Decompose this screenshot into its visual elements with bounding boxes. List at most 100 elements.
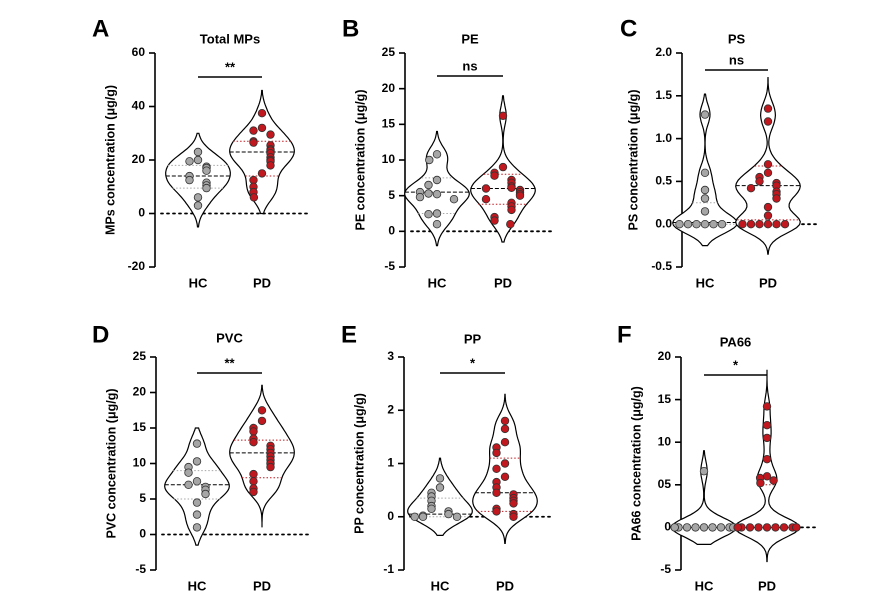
data-point-hc xyxy=(192,439,202,448)
data-point-pd xyxy=(733,523,742,532)
significance-label: ** xyxy=(225,59,236,74)
violin-hc xyxy=(407,457,473,537)
x-category-label: HC xyxy=(695,578,714,593)
y-tick-label: 10 xyxy=(382,152,396,166)
data-point-pd xyxy=(500,472,510,481)
x-category-label: PD xyxy=(253,578,271,593)
data-point-hc xyxy=(415,192,425,202)
data-point-hc xyxy=(717,219,727,229)
y-tick-label: 10 xyxy=(133,456,147,470)
data-point-pd xyxy=(762,421,772,430)
y-tick-label: 05 xyxy=(658,477,672,491)
data-point-pd xyxy=(771,523,780,532)
data-point-hc xyxy=(202,183,211,193)
data-point-hc xyxy=(193,147,203,157)
panel-title: PE xyxy=(461,31,479,46)
data-point-hc xyxy=(427,504,436,513)
data-point-pd xyxy=(498,162,508,172)
y-tick-label: 3 xyxy=(387,349,394,363)
data-point-hc xyxy=(683,219,693,229)
panel-f: F PA66 -5 0 05 10 15 20 PA66 concentration (μg/g… xyxy=(617,321,816,593)
data-point-hc xyxy=(675,219,684,229)
data-point-pd xyxy=(755,177,764,186)
data-point-pd xyxy=(763,104,773,113)
data-point-hc xyxy=(201,489,210,499)
y-tick-label: 15 xyxy=(133,420,147,434)
data-point-pd xyxy=(792,523,801,532)
x-category-label: PD xyxy=(759,275,777,290)
y-tick-label: 15 xyxy=(382,117,396,131)
data-point-pd xyxy=(500,416,510,426)
data-point-pd xyxy=(266,130,275,139)
y-tick-label: 25 xyxy=(133,349,147,363)
y-tick-label: -0.5 xyxy=(651,259,672,273)
data-point-hc xyxy=(424,209,433,219)
y-axis-label: PA66 concentration (μg/g) xyxy=(629,386,643,541)
y-tick-label: 40 xyxy=(132,99,146,113)
data-point-hc xyxy=(716,523,726,532)
y-tick-label: 5 xyxy=(139,491,146,505)
data-point-pd xyxy=(762,402,772,411)
data-point-pd xyxy=(249,427,258,436)
data-point-hc xyxy=(425,155,434,165)
data-point-hc xyxy=(192,498,202,507)
x-category-label: HC xyxy=(189,275,208,290)
y-tick-label: 10 xyxy=(658,434,672,448)
y-axis-label: PVC concentration (μg/g) xyxy=(104,388,118,538)
data-point-pd xyxy=(249,193,259,202)
data-point-pd xyxy=(769,476,778,485)
data-point-pd xyxy=(492,507,501,516)
panel-title: Total MPs xyxy=(200,31,260,46)
data-point-pd xyxy=(763,168,773,177)
data-point-pd xyxy=(772,194,781,203)
data-point-pd xyxy=(498,111,508,120)
panel-letter: D xyxy=(92,321,109,348)
data-point-pd xyxy=(492,448,501,458)
y-axis-label: MPs concentration (μg/g) xyxy=(103,85,117,235)
y-tick-label: 20 xyxy=(132,152,146,166)
y-axis-label: PS concentration (μg/g) xyxy=(626,90,640,231)
data-point-hc xyxy=(192,510,202,519)
data-point-pd xyxy=(780,219,790,229)
data-point-hc xyxy=(709,219,718,229)
data-point-hc xyxy=(202,166,211,175)
data-point-pd xyxy=(756,478,765,488)
y-tick-label: -5 xyxy=(384,259,395,273)
data-point-pd xyxy=(746,219,756,229)
data-point-pd xyxy=(500,424,510,434)
x-category-label: HC xyxy=(428,275,447,290)
y-axis-label: PE concentration (μg/g) xyxy=(353,90,367,231)
y-tick-label: 2 xyxy=(387,402,394,416)
violin-pd xyxy=(734,369,800,563)
panel-d: D PVC -5 0 5 10 15 20 25 PVC concentration (μg/g)… xyxy=(92,321,311,593)
panel-title: PVC xyxy=(216,330,243,345)
x-category-label: PD xyxy=(494,275,512,290)
y-tick-label: 15 xyxy=(658,392,672,406)
data-point-hc xyxy=(670,523,679,532)
data-point-hc xyxy=(708,523,717,532)
panel-letter: C xyxy=(620,15,637,42)
data-point-hc xyxy=(700,168,710,177)
data-point-pd xyxy=(763,219,773,229)
data-point-hc xyxy=(700,207,710,216)
data-point-hc xyxy=(449,194,459,204)
panel-letter: A xyxy=(92,15,109,42)
y-tick-label: 0 xyxy=(139,527,146,541)
data-point-hc xyxy=(435,474,445,483)
violin-hc xyxy=(671,450,737,546)
data-point-pd xyxy=(745,523,755,532)
data-point-pd xyxy=(249,138,258,147)
y-tick-label: 1 xyxy=(387,456,394,470)
x-category-label: HC xyxy=(188,578,207,593)
data-point-pd xyxy=(763,211,773,220)
x-category-label: HC xyxy=(431,578,450,593)
data-point-hc xyxy=(700,185,710,195)
y-tick-label: -5 xyxy=(135,562,146,576)
data-point-hc xyxy=(444,509,453,519)
data-point-pd xyxy=(507,183,516,192)
significance-label: * xyxy=(733,357,739,372)
data-point-hc xyxy=(432,189,442,199)
data-point-hc xyxy=(432,150,442,159)
data-point-pd xyxy=(515,191,525,200)
